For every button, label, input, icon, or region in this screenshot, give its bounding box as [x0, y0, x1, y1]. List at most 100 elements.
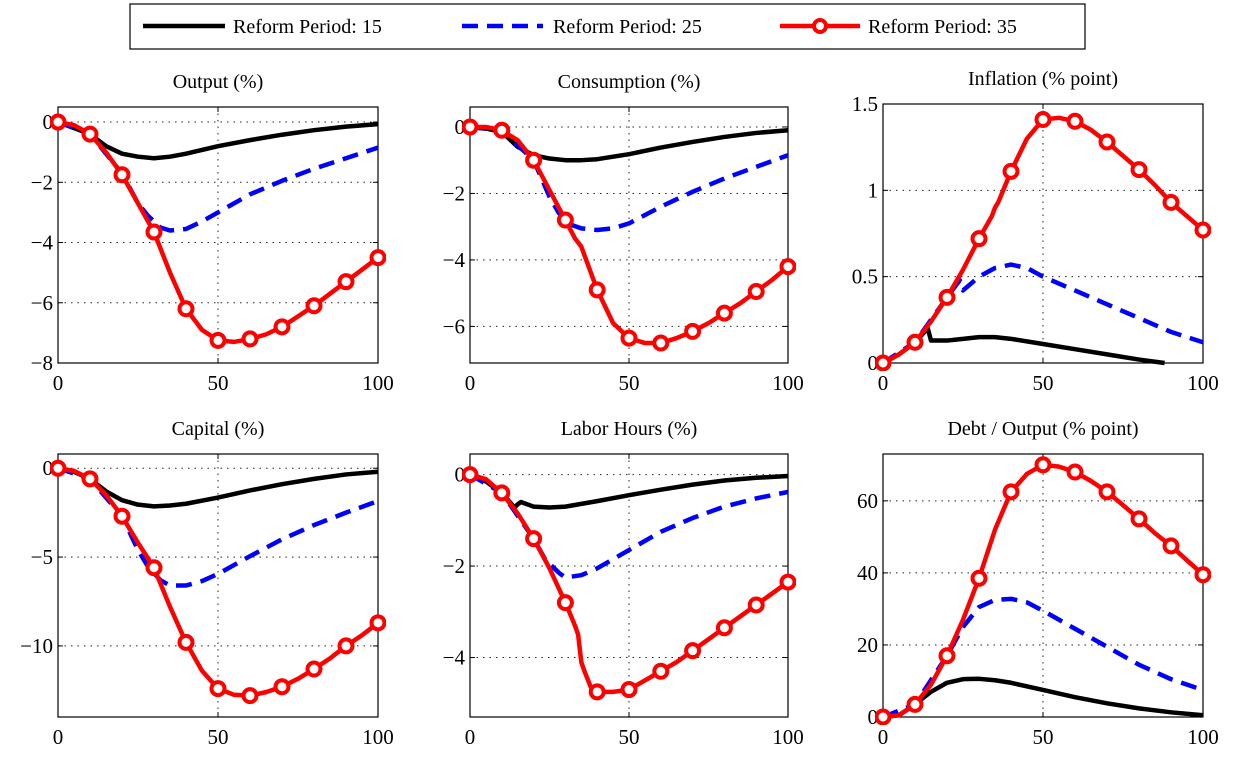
series-marker [1098, 483, 1116, 501]
panel-title: Debt / Output (% point) [947, 418, 1138, 440]
y-tick-label: −2 [443, 181, 465, 205]
x-tick-label: 50 [619, 725, 640, 749]
y-tick-label: −2 [443, 554, 465, 578]
series-marker [273, 318, 291, 336]
panel-1: Output (%) 0 50 100 −8 −6 −4 −2 0 [31, 71, 394, 395]
plot-area [462, 466, 796, 701]
panel-title: Capital (%) [172, 418, 265, 440]
y-tick-label: 0 [43, 456, 54, 480]
series-marker [1162, 537, 1180, 555]
series-marker [1066, 112, 1084, 130]
y-tick-label: 1.5 [852, 92, 878, 116]
series-marker [1130, 510, 1148, 528]
x-tick-label: 50 [208, 725, 229, 749]
series-marker [1098, 133, 1116, 151]
y-tick-label: 20 [857, 633, 878, 657]
series-marker [493, 484, 511, 502]
x-tick-label: 100 [772, 725, 804, 749]
y-tick-label: 0 [455, 115, 466, 139]
series-line-2 [57, 466, 379, 588]
series-marker [369, 614, 386, 632]
y-tick-label: −10 [20, 634, 53, 658]
panel-title: Output (%) [173, 71, 264, 93]
series-marker [588, 281, 606, 299]
series-marker [113, 166, 131, 184]
x-tick-label: 100 [1187, 371, 1219, 395]
series-marker [779, 258, 796, 276]
series-marker [875, 354, 892, 371]
y-tick-label: 0 [43, 110, 54, 134]
series-marker [652, 334, 670, 352]
series-marker [875, 708, 892, 725]
series-marker [145, 223, 163, 241]
series-marker [906, 333, 924, 351]
x-tick-label: 50 [1033, 371, 1054, 395]
x-tick-label: 50 [208, 371, 229, 395]
series-marker [113, 507, 131, 525]
x-tick-label: 0 [53, 371, 64, 395]
series-marker [715, 304, 733, 322]
legend-label-2: Reform Period: 25 [553, 16, 702, 38]
series-marker [652, 662, 670, 680]
legend-entry-3: Reform Period: 35 [780, 16, 1017, 38]
series-marker [588, 683, 606, 701]
series-marker [938, 647, 956, 665]
x-tick-label: 100 [772, 371, 804, 395]
y-tick-label: 0.5 [852, 265, 878, 289]
series-marker [1002, 483, 1020, 501]
series-line-3 [470, 124, 790, 346]
y-tick-label: −6 [443, 314, 465, 338]
y-tick-label: 0 [455, 463, 466, 487]
series-line-1 [881, 326, 1165, 366]
series-marker [1194, 221, 1211, 239]
panel-4: Capital (%) 0 50 100 −10 −5 0 [20, 418, 394, 749]
series-marker [493, 121, 511, 139]
series-marker [1194, 566, 1211, 584]
plot-area [50, 459, 386, 705]
x-tick-label: 50 [619, 371, 640, 395]
series-marker [273, 678, 291, 696]
legend-label-1: Reform Period: 15 [233, 16, 382, 38]
series-marker [556, 211, 574, 229]
legend-label-3: Reform Period: 35 [868, 16, 1017, 38]
panel-3: Inflation (% point) 0 50 100 0 0.5 1 1.5 [852, 68, 1219, 395]
series-marker [209, 680, 227, 698]
panel-title: Consumption (%) [558, 71, 701, 93]
series-marker [525, 530, 543, 548]
series-marker [747, 596, 765, 614]
series-marker [525, 151, 543, 169]
series-marker [462, 466, 479, 484]
series-marker [81, 125, 99, 143]
y-tick-label: −8 [31, 351, 53, 375]
series-marker [305, 660, 323, 678]
legend-frame [129, 3, 1086, 50]
x-tick-label: 0 [53, 725, 64, 749]
series-marker [620, 681, 638, 699]
series-marker [970, 569, 988, 587]
legend-entry-2: Reform Period: 25 [462, 16, 702, 38]
y-tick-label: −5 [31, 545, 53, 569]
series-marker [1034, 111, 1052, 129]
plot-area [875, 456, 1211, 725]
series-line-3 [57, 466, 380, 698]
series-marker [715, 619, 733, 637]
series-marker [81, 470, 99, 488]
panel-6: Debt / Output (% point) 0 50 100 0 20 40 60 [857, 418, 1219, 749]
x-tick-label: 0 [878, 725, 889, 749]
series-marker [241, 330, 259, 348]
x-tick-label: 50 [1033, 725, 1054, 749]
series-marker [177, 633, 195, 651]
series-marker [1002, 162, 1020, 180]
series-marker [938, 288, 956, 306]
y-tick-label: −6 [31, 291, 53, 315]
y-tick-label: 0 [868, 351, 879, 375]
series-marker [337, 273, 355, 291]
series-marker [684, 642, 702, 660]
series-marker [747, 283, 765, 301]
y-tick-label: −4 [443, 646, 466, 670]
plot-area [875, 111, 1211, 371]
series-marker [970, 230, 988, 248]
plot-area [50, 113, 386, 349]
plot-area [462, 118, 796, 352]
series-marker [145, 559, 163, 577]
